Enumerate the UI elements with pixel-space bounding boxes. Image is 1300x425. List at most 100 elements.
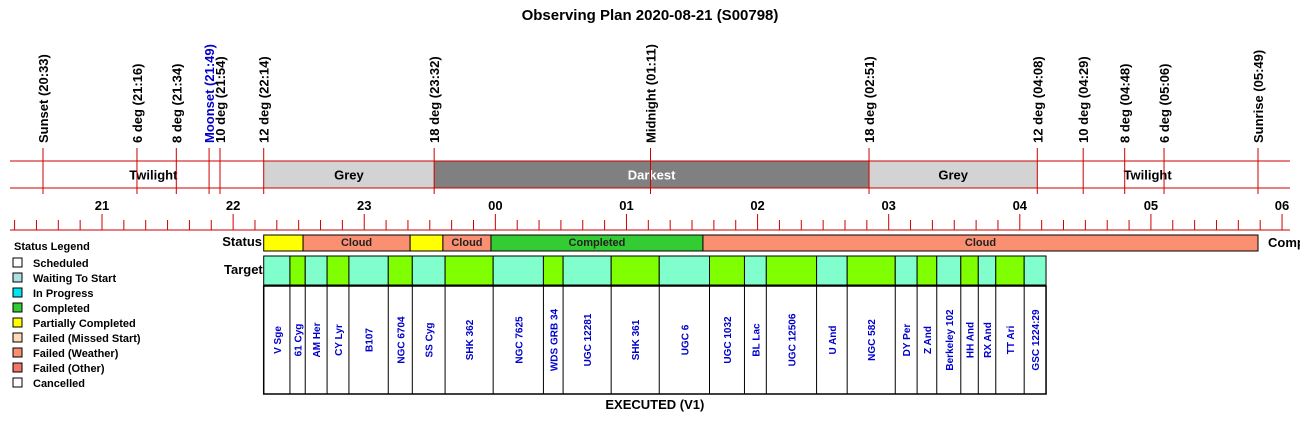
- target-block: [610, 255, 660, 286]
- target-block: [411, 255, 446, 286]
- target-name: UGC 12506: [787, 313, 798, 366]
- status-segment-label: Completed: [569, 237, 626, 249]
- footer-label: EXECUTED (V1): [605, 397, 704, 412]
- target-block: [846, 255, 896, 286]
- target-name: AM Her: [312, 322, 323, 357]
- period-band: [869, 161, 1038, 188]
- target-name: NGC 7625: [514, 316, 525, 364]
- target-block: [562, 255, 612, 286]
- target-name: DY Per: [902, 324, 913, 357]
- target-name: CY Lyr: [334, 324, 345, 356]
- event-label: 8 deg (04:48): [1118, 64, 1133, 143]
- target-block: [289, 255, 306, 286]
- event-label: 8 deg (21:34): [169, 64, 184, 143]
- period-band: [263, 161, 435, 188]
- hour-tick-label: 03: [881, 198, 895, 213]
- hour-tick-label: 23: [357, 198, 371, 213]
- legend-item-label: Failed (Other): [33, 363, 105, 375]
- legend-item-label: Partially Completed: [33, 318, 136, 330]
- hour-tick-label: 04: [1013, 198, 1028, 213]
- event-label: 12 deg (22:14): [257, 56, 272, 143]
- target-block: [542, 255, 564, 286]
- event-label: 6 deg (21:16): [130, 64, 145, 143]
- status-segment-label: Cloud: [451, 237, 482, 249]
- event-label: Moonset (21:49): [202, 44, 217, 143]
- target-block: [816, 255, 848, 286]
- target-name: NGC 6704: [396, 316, 407, 364]
- legend-item-label: Cancelled: [33, 378, 85, 390]
- legend-swatch: [12, 377, 23, 388]
- target-block: [960, 255, 979, 286]
- period-band: [1037, 161, 1258, 188]
- target-block: [492, 255, 544, 286]
- hour-tick-label: 22: [226, 198, 240, 213]
- hour-tick-label: 01: [619, 198, 633, 213]
- legend-swatch: [12, 302, 23, 313]
- period-band: [434, 161, 870, 188]
- target-name: RX And: [983, 322, 994, 358]
- target-name: WDS GRB 34: [549, 308, 560, 371]
- status-segment: [263, 234, 304, 252]
- legend-swatch: [12, 362, 23, 373]
- target-name: B107: [365, 328, 376, 352]
- target-name: Berkeley 102: [945, 309, 956, 371]
- event-label: Sunrise (05:49): [1251, 50, 1266, 143]
- target-name: UGC 12281: [583, 313, 594, 366]
- hour-tick-label: 02: [750, 198, 764, 213]
- event-label: 10 deg (21:54): [213, 56, 228, 143]
- hour-tick-label: 05: [1144, 198, 1158, 213]
- target-block: [263, 255, 291, 286]
- legend-item-label: Failed (Missed Start): [33, 333, 141, 345]
- target-name: UGC 1032: [723, 316, 734, 364]
- status-row-label: Status: [222, 234, 262, 249]
- hour-tick-label: 00: [488, 198, 502, 213]
- period-label: Darkest: [628, 168, 676, 183]
- chart-title: Observing Plan 2020-08-21 (S00798): [522, 7, 779, 24]
- event-label: 18 deg (02:51): [862, 56, 877, 143]
- target-block: [658, 255, 711, 286]
- targets-name-box: [262, 285, 1047, 395]
- target-block: [995, 255, 1025, 286]
- target-block: [1023, 255, 1047, 286]
- target-name: HH And: [966, 322, 977, 358]
- status-segment: [409, 234, 444, 252]
- hour-tick-label: 21: [95, 198, 109, 213]
- target-block: [977, 255, 997, 286]
- target-name: U And: [828, 325, 839, 354]
- target-name: 61 Cyg: [294, 324, 305, 357]
- period-label: Grey: [938, 168, 968, 183]
- legend-swatch: [12, 287, 23, 298]
- legend-item-label: In Progress: [33, 288, 94, 300]
- event-label: Midnight (01:11): [644, 44, 659, 143]
- target-block: [304, 255, 328, 286]
- event-label: 6 deg (05:06): [1157, 64, 1172, 143]
- target-name: SS Cyg: [425, 322, 436, 357]
- target-name: TT Ari: [1006, 326, 1017, 355]
- completion-text: Completed 20%: [1268, 235, 1300, 250]
- legend-item-label: Completed: [33, 303, 90, 315]
- period-band: [43, 161, 264, 188]
- target-block: [709, 255, 745, 286]
- legend-item-label: Failed (Weather): [33, 348, 119, 360]
- legend-swatch: [12, 317, 23, 328]
- hour-tick-label: 06: [1275, 198, 1289, 213]
- legend-swatch: [12, 272, 23, 283]
- status-segment: [702, 234, 1259, 252]
- status-segment-label: Cloud: [965, 237, 996, 249]
- target-name: NGC 582: [867, 319, 878, 361]
- legend-swatch: [12, 332, 23, 343]
- target-block: [326, 255, 350, 286]
- target-block: [765, 255, 818, 286]
- target-name: SHK 361: [631, 319, 642, 360]
- event-label: 12 deg (04:08): [1030, 56, 1045, 143]
- event-label: 10 deg (04:29): [1076, 56, 1091, 143]
- legend-swatch: [12, 257, 23, 268]
- target-block: [743, 255, 767, 286]
- target-name: GSC 1224:29: [1031, 309, 1042, 371]
- legend-item-label: Waiting To Start: [33, 273, 116, 285]
- legend-swatch: [12, 347, 23, 358]
- target-block: [444, 255, 494, 286]
- targets-row-label: Targets: [224, 262, 270, 277]
- event-label: 18 deg (23:32): [427, 56, 442, 143]
